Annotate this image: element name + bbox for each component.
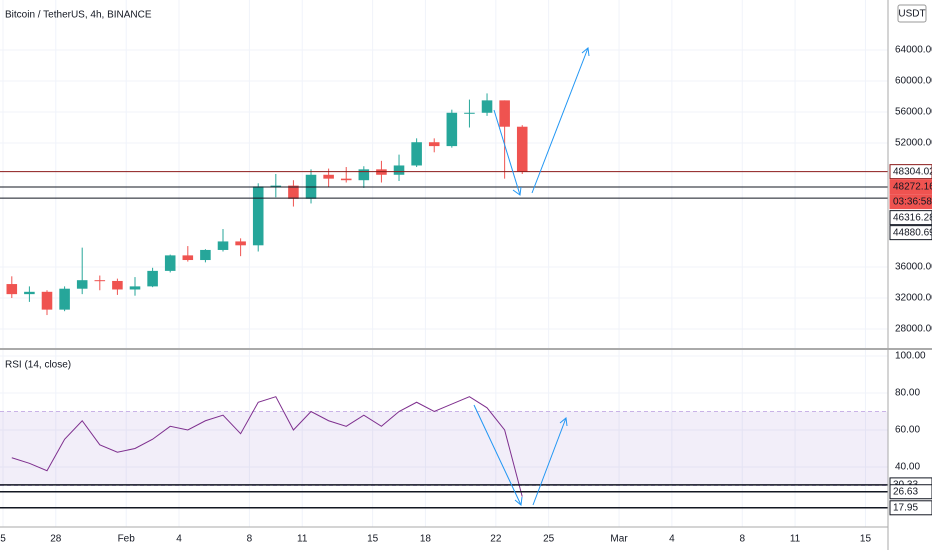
price-label: 03:36:58: [889, 194, 932, 210]
price-label: 48304.02: [889, 164, 932, 180]
price-label-box: [889, 179, 932, 195]
y-tick-label: 36000.00: [895, 262, 932, 273]
candle-body: [6, 284, 18, 295]
x-tick-label: 15: [860, 534, 872, 545]
price-label-text: 17.95: [893, 502, 918, 513]
price-label-box: [889, 194, 932, 210]
y-tick-label: 28000.00: [895, 324, 932, 335]
candle-body: [499, 100, 510, 127]
price-label: 44880.69: [889, 225, 932, 241]
price-label-text: 44880.69: [893, 227, 932, 238]
x-tick-label: 22: [490, 534, 502, 545]
rsi-tick-label: 60.00: [895, 425, 920, 436]
candle-body: [252, 186, 264, 246]
candle-body: [340, 178, 352, 181]
drawing-arrows: [473, 47, 590, 506]
price-label: 46316.28: [889, 210, 932, 226]
chart-title: Bitcoin / TetherUS, 4h, BINANCE: [5, 10, 152, 21]
x-tick-label: Feb: [118, 534, 136, 545]
candle-body: [411, 142, 422, 166]
x-tick-label: 11: [297, 534, 308, 545]
x-tick-label: 28: [50, 534, 62, 545]
candle-body: [288, 185, 299, 199]
currency: USDT: [898, 9, 925, 20]
x-tick-label: 15: [367, 534, 379, 545]
candle-body: [428, 142, 440, 147]
candle-body: [358, 169, 370, 181]
x-tick-label: 4: [176, 534, 182, 545]
currency-box[interactable]: [897, 4, 927, 23]
price-label: 17.95: [889, 500, 932, 516]
price-label: 26.63: [889, 484, 932, 500]
x-tick-label: Mar: [610, 534, 628, 545]
candle-body: [24, 291, 35, 295]
x-tick-label: 11: [790, 534, 801, 545]
x-tick-label: 5: [0, 534, 6, 545]
rsi-band: [0, 411, 888, 486]
rsi-tick-label: 40.00: [895, 462, 920, 473]
rsi-tick-label: 100.00: [895, 351, 926, 362]
price-label-text: 48272.16: [893, 181, 932, 192]
price-label-box: [889, 484, 932, 500]
rsi-title: RSI (14, close): [5, 360, 71, 371]
candle-body: [41, 291, 53, 310]
candle-body: [112, 280, 123, 290]
price-label-box: [889, 225, 932, 241]
candle-body: [94, 280, 106, 282]
y-tick-label: 52000.00: [895, 138, 932, 149]
candle-body: [129, 286, 141, 290]
price-label-text: 26.63: [893, 486, 918, 497]
marks: [0, 93, 888, 509]
y-tick-label: 32000.00: [895, 293, 932, 304]
price-label-text: 46316.28: [893, 212, 932, 223]
candle-body: [481, 100, 493, 113]
candle-body: [164, 255, 176, 271]
candle-body: [182, 255, 194, 261]
x-tick-label: 8: [739, 534, 745, 545]
candle-body: [217, 241, 229, 250]
candle-body: [516, 126, 528, 172]
y-tick-label: 60000.00: [895, 76, 932, 87]
rsi-tick-label: 80.00: [895, 388, 920, 399]
candle-body: [323, 174, 334, 179]
x-tick-label: 25: [543, 534, 555, 545]
candle-body: [200, 249, 211, 261]
price-label-box: [889, 210, 932, 226]
price-label-box: [889, 164, 932, 180]
candle-body: [393, 165, 405, 175]
x-tick-label: 8: [247, 534, 253, 545]
price-label: 48272.16: [889, 179, 932, 195]
x-tick-label: 4: [669, 534, 675, 545]
y-tick-label: 64000.00: [895, 45, 932, 56]
candle-body: [147, 270, 158, 287]
candle-body: [446, 112, 458, 147]
candle-body: [464, 112, 475, 114]
price-label-text: 03:36:58: [893, 196, 932, 207]
candle-body: [235, 241, 246, 246]
candle-body: [270, 185, 282, 187]
price-label-text: 48304.02: [893, 166, 932, 177]
rsi-line: [11, 396, 523, 497]
price-label-box: [889, 500, 932, 516]
grid: [0, 0, 888, 527]
y-tick-label: 56000.00: [895, 107, 932, 118]
candle-body: [59, 288, 70, 310]
x-tick-label: 18: [420, 534, 432, 545]
candle-body: [76, 280, 88, 289]
